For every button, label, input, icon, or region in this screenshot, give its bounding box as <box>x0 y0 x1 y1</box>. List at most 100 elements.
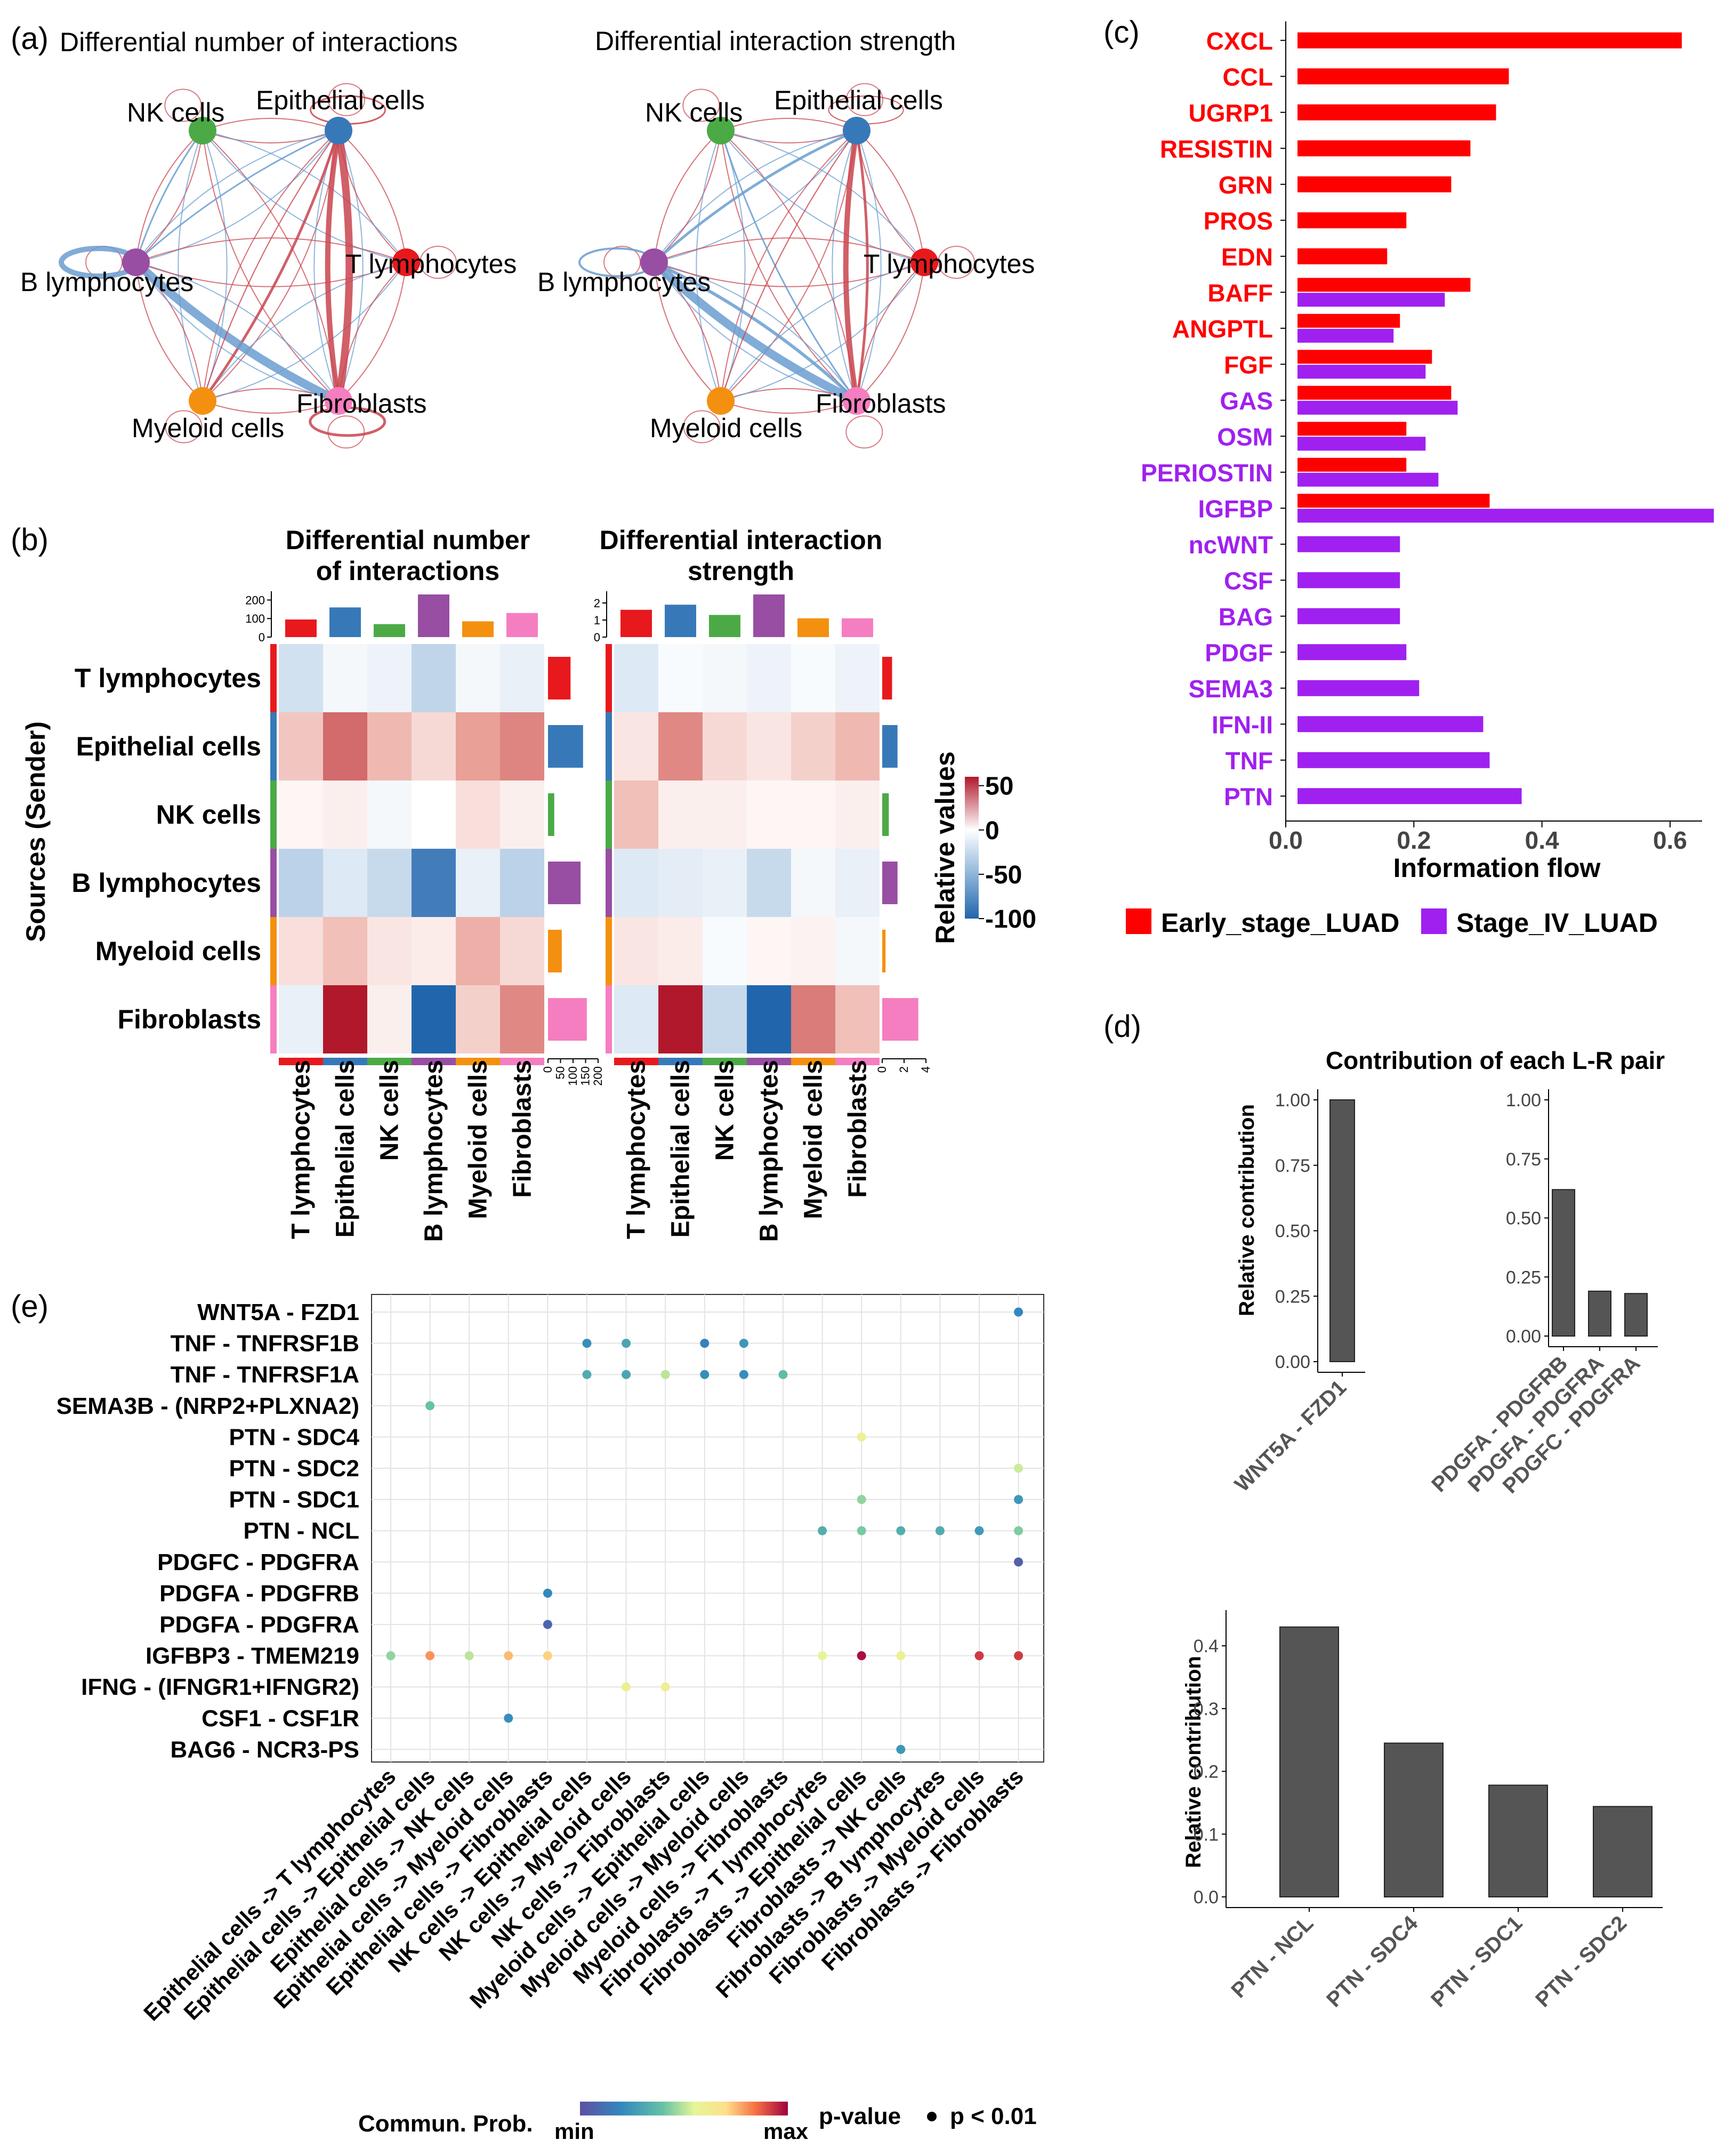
heatmap-cell <box>456 644 500 712</box>
infoflow-bar-early-osm <box>1297 422 1407 436</box>
network-self-loop <box>164 89 202 122</box>
heatmap-cell <box>614 781 658 849</box>
heatmap-ylabel: Sources (Sender) <box>21 721 51 942</box>
col-annotation-b-lymphocytes <box>412 1058 456 1065</box>
bubble-point <box>857 1526 866 1535</box>
heatmap-cell <box>456 712 500 781</box>
heatmap-cell <box>323 917 367 985</box>
infoflow-label-ncwnt: ncWNT <box>1189 531 1273 559</box>
heatmap-legend-ticks: 50 0 -50 -100 <box>979 773 1036 934</box>
bubble-point <box>660 1370 670 1379</box>
heatmap-cell <box>456 917 500 985</box>
panel-d: Contribution of each L-R pair Relative c… <box>1182 1047 1665 2012</box>
heatmap-cell <box>456 849 500 917</box>
bubble-point <box>857 1495 866 1505</box>
contribution-y-tick-label: 0.00 <box>1506 1326 1541 1347</box>
network-edge-thin <box>654 262 857 401</box>
right-bar-epithelial-cells <box>548 725 583 768</box>
col-label-epithelial-cells: Epithelial cells <box>667 1060 695 1237</box>
bubble-point <box>386 1651 396 1661</box>
heatmap-cell <box>658 849 703 917</box>
row-label-nk-cells: NK cells <box>156 800 261 830</box>
network-title-strength: Differential interaction strength <box>595 26 956 56</box>
contribution-x-label-ptn-sdc2: PTN - SDC2 <box>1531 1911 1631 2012</box>
bubble-point <box>896 1651 906 1661</box>
network-edge-thin <box>202 118 339 131</box>
infoflow-x-tick-label: 0.4 <box>1525 826 1559 854</box>
heatmap-cell <box>412 849 456 917</box>
heatmap-cell <box>658 917 703 985</box>
infoflow-label-edn: EDN <box>1221 243 1273 271</box>
heatmap-cell <box>279 985 323 1053</box>
legend-early-swatch <box>1126 908 1151 934</box>
row-label-myeloid-cells: Myeloid cells <box>95 936 261 966</box>
panel-a: Differential number of interactions Diff… <box>20 26 1035 449</box>
contribution-x-label-ptn-ncl: PTN - NCL <box>1227 1911 1318 2002</box>
infoflow-label-ifn-ii: IFN-II <box>1212 711 1273 738</box>
heatmap-cell <box>323 712 367 781</box>
heatmap-cell <box>367 781 412 849</box>
infoflow-bar-early-resistin <box>1297 140 1471 157</box>
node-label-fibroblasts: Fibroblasts <box>816 389 946 419</box>
infoflow-label-ptn: PTN <box>1224 783 1273 810</box>
row-annotation-epithelial-cells <box>270 712 277 781</box>
col-annotation-b-lymphocytes <box>747 1058 791 1065</box>
heatmap-cell <box>835 849 880 917</box>
pvalue-legend-title: p-value <box>819 2103 901 2129</box>
top-bar-epithelial-cells <box>665 605 696 637</box>
node-nk-cells <box>707 117 735 144</box>
infoflow-label-cxcl: CXCL <box>1206 27 1273 55</box>
node-fibroblasts <box>843 387 870 415</box>
network-edge-weighted <box>652 261 858 403</box>
top-bar-b-lymphocytes <box>753 594 785 637</box>
contribution-y-tick-label: 0.25 <box>1506 1267 1541 1288</box>
network-strength: Epithelial cells NK cells B lymphocytes Mye… <box>537 83 1035 449</box>
node-fibroblasts <box>325 387 352 415</box>
network-edge-thin <box>720 130 857 401</box>
row-annotation-t-lymphocytes <box>270 644 277 712</box>
network-edge-thin <box>720 130 746 401</box>
network-edge-thin <box>720 262 925 401</box>
top-axis-tick-label: 200 <box>245 593 265 607</box>
heatmap-cell <box>658 644 703 712</box>
node-label-fibroblasts: Fibroblasts <box>296 389 427 419</box>
col-label-t-lymphocytes: T lymphocytes <box>287 1060 316 1239</box>
top-bar-myeloid-cells <box>797 618 829 637</box>
network-self-loop <box>328 83 366 116</box>
network-edge-thin <box>202 130 339 401</box>
heatmap-title-strength-line2: strength <box>688 556 794 586</box>
heatmap-cell <box>279 644 323 712</box>
infoflow-bar-late-baff <box>1297 293 1445 307</box>
contribution-y-tick-label: 0.1 <box>1194 1824 1219 1845</box>
heatmap-cell <box>323 781 367 849</box>
heatmap-strength: 0 1 2 0 2 4 T lymphocytes Epithelial cells NK ce… <box>594 591 932 1242</box>
infoflow-label-fgf: FGF <box>1224 351 1273 379</box>
network-edge-thin <box>135 130 203 263</box>
infoflow-bar-late-fgf <box>1297 365 1426 379</box>
node-b-lymphocytes <box>122 248 150 276</box>
heatmap-cell <box>279 849 323 917</box>
contribution-bar-pdgfc-pdgfra <box>1624 1293 1648 1337</box>
network-edge-weighted <box>650 258 861 405</box>
contribution-bar-ptn-sdc2 <box>1593 1806 1653 1897</box>
col-label-b-lymphocytes: B lymphocytes <box>755 1060 784 1242</box>
bubble-point <box>582 1370 592 1379</box>
heatmap-cell <box>747 849 791 917</box>
bubble-legend: Commun. Prob. min max p-value p < 0.01 <box>358 2102 1037 2144</box>
heatmap-cell <box>323 849 367 917</box>
bubble-point <box>504 1713 513 1723</box>
network-edge-thin <box>720 118 857 131</box>
node-nk-cells <box>189 117 216 144</box>
panel-c: Information flow Early_stage_LUAD Stage_… <box>1126 21 1714 938</box>
col-label-nk-cells: NK cells <box>376 1060 404 1161</box>
infoflow-bar-late-ifn-ii <box>1297 716 1484 733</box>
node-label-myeloid-cells: Myeloid cells <box>650 413 802 443</box>
heatmap-title-number-line1: Differential number <box>286 525 530 555</box>
contribution-bar-pdgfa-pdgfra <box>1588 1290 1611 1337</box>
network-edge-thin <box>654 130 721 263</box>
heatmap-cell <box>500 985 544 1053</box>
heatmap-cell <box>500 849 544 917</box>
heatmap-cell <box>703 644 747 712</box>
heatmap-cell <box>500 712 544 781</box>
